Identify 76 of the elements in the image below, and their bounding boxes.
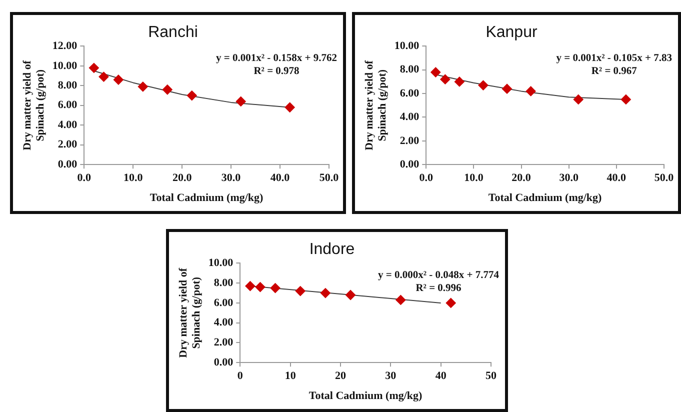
y-tick-label: 2.00 xyxy=(58,138,78,151)
annotation: R² = 0.967 xyxy=(591,66,637,77)
x-axis-title: Total Cadmium (mg/kg) xyxy=(308,390,423,402)
point xyxy=(270,283,280,294)
point xyxy=(255,282,266,292)
y-tick-label: 6.00 xyxy=(400,87,420,100)
x-tick-label: 30.0 xyxy=(559,172,579,184)
point xyxy=(396,294,406,305)
x-axis-title: Total Cadmium (mg/kg) xyxy=(150,192,264,204)
annotation: R² = 0.996 xyxy=(416,282,462,294)
x-tick-label: 30.0 xyxy=(221,172,242,184)
x-tick-label: 50 xyxy=(486,370,497,382)
y-tick-label: 10.00 xyxy=(394,40,420,52)
x-tick-label: 40 xyxy=(435,370,447,382)
point xyxy=(346,290,356,300)
point xyxy=(236,96,246,106)
point xyxy=(502,84,512,94)
point xyxy=(454,76,464,87)
point xyxy=(446,298,456,308)
y-tick-label: 8.00 xyxy=(58,80,78,92)
y-tick-label: 12.00 xyxy=(52,40,78,52)
y-axis-title: Dry matter yield of Spinach (g/pot) xyxy=(21,60,47,150)
x-tick-label: 20.0 xyxy=(172,172,192,184)
y-tick-label: 4.00 xyxy=(400,111,420,124)
x-tick-label: 20 xyxy=(334,370,346,382)
x-tick-label: 20.0 xyxy=(512,172,532,184)
y-tick-label: 8.00 xyxy=(214,276,234,289)
y-tick-label: 10.00 xyxy=(208,257,234,270)
point xyxy=(88,62,99,73)
y-axis-title: Dry matter yield of Spinach (g/pot) xyxy=(177,268,203,358)
y-tick-label: 4.00 xyxy=(214,316,234,329)
x-tick-label: 0.0 xyxy=(419,172,434,184)
x-tick-label: 50.0 xyxy=(654,172,674,184)
point xyxy=(440,74,450,84)
y-tick-label: 4.00 xyxy=(58,118,78,131)
chart-title: Ranchi xyxy=(148,24,198,42)
x-tick-label: 10.0 xyxy=(123,172,144,184)
x-tick-label: 10 xyxy=(284,370,296,382)
y-tick-label: 6.00 xyxy=(58,99,78,112)
chart-title: Kanpur xyxy=(486,24,538,42)
x-tick-label: 40.0 xyxy=(606,172,627,184)
y-tick-label: 8.00 xyxy=(400,64,420,76)
point xyxy=(245,281,256,292)
y-axis-title: Dry matter yield of Spinach (g/pot) xyxy=(363,60,389,150)
point xyxy=(138,82,148,92)
x-tick-label: 0 xyxy=(237,370,244,382)
x-tick-label: 0.0 xyxy=(77,172,92,184)
point xyxy=(186,90,197,101)
chart-title: Indore xyxy=(309,241,355,258)
y-tick-label: 0.00 xyxy=(58,158,78,170)
y-tick-label: 10.00 xyxy=(52,60,78,72)
annotation: y = 0.000x² - 0.048x + 7.774 xyxy=(378,270,500,281)
point xyxy=(162,84,172,95)
annotation: R² = 0.978 xyxy=(254,66,300,77)
x-axis-title: Total Cadmium (mg/kg) xyxy=(488,192,602,204)
annotation: y = 0.001x² - 0.158x + 9.762 xyxy=(216,52,337,64)
point xyxy=(320,288,330,298)
x-tick-label: 40.0 xyxy=(270,172,290,184)
point xyxy=(478,80,488,90)
point xyxy=(113,74,124,85)
y-tick-label: 6.00 xyxy=(214,296,234,309)
point xyxy=(284,102,295,112)
point xyxy=(98,72,109,82)
x-tick-label: 50.0 xyxy=(319,172,340,184)
y-tick-label: 0.00 xyxy=(214,356,234,368)
y-tick-label: 2.00 xyxy=(400,134,420,147)
point xyxy=(295,286,306,296)
point xyxy=(573,94,584,104)
x-tick-label: 30 xyxy=(385,370,397,382)
point xyxy=(620,94,631,104)
y-tick-label: 0.00 xyxy=(400,158,420,170)
point xyxy=(526,86,536,96)
x-tick-label: 10.0 xyxy=(464,172,484,184)
point xyxy=(430,67,441,78)
annotation: y = 0.001x² - 0.105x + 7.83 xyxy=(556,52,672,64)
y-tick-label: 2.00 xyxy=(214,336,234,349)
